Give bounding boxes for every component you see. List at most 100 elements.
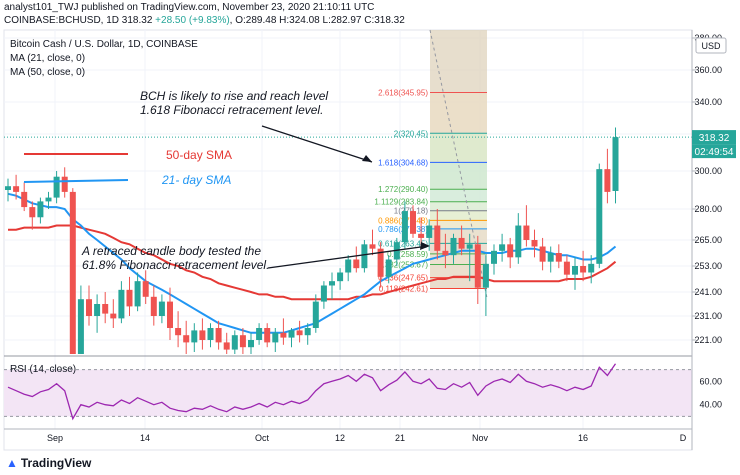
candle-body-35: [288, 330, 295, 338]
price-tick-label-1: 360.00: [694, 65, 722, 75]
tradingview-logo-icon: ▲: [6, 456, 18, 470]
candle-body-26: [215, 328, 222, 343]
fib-band-11: [430, 277, 487, 289]
rsi-polyline: [7, 363, 617, 421]
brand-name: TradingView: [20, 456, 92, 470]
candle-body-25: [207, 328, 214, 340]
rsi-band: [4, 369, 692, 417]
candle-body-8: [69, 191, 76, 354]
fib-band-top: [430, 30, 487, 93]
candle-body-70: [572, 266, 578, 275]
legend-ma50: MA (50, close, 0): [10, 67, 85, 78]
fib-label-9: 0.5(258.59): [387, 250, 428, 259]
candle-body-66: [539, 246, 546, 262]
ma50-line: [8, 224, 617, 301]
candle-body-34: [280, 332, 287, 338]
candle-body-74: [604, 169, 611, 192]
price-chart[interactable]: 2.618(345.95) 2(320.45) 1.618(304.68) 1.272…: [0, 0, 740, 452]
fib-label-8: 0.618(263.45): [378, 239, 428, 248]
fib-label-2: 1.618(304.68): [378, 158, 428, 167]
candle-body-43: [353, 259, 360, 269]
time-label-3: 12: [335, 433, 345, 443]
candle-body-39: [320, 285, 327, 302]
fib-band-6: [430, 220, 487, 229]
candle-body-59: [482, 263, 489, 288]
candle-body-20: [167, 301, 173, 328]
fib-label-1: 2(320.45): [394, 129, 429, 138]
time-axis[interactable]: Sep 14 Oct 12 21 Nov 16 D: [47, 433, 687, 443]
currency-badge[interactable]: [695, 37, 727, 54]
candle-body-24: [199, 330, 206, 340]
rsi-line: [7, 363, 617, 421]
annotation-bch-1: BCH is likely to rise and reach level: [140, 89, 328, 103]
candle-body-53: [434, 225, 441, 251]
candle-body-41: [337, 272, 344, 282]
time-label-2: Oct: [255, 433, 270, 443]
fib-band-5: [430, 210, 487, 221]
price-axis[interactable]: 380.00360.00340.00300.00280.00265.00253.…: [692, 33, 722, 345]
candle-body-55: [450, 237, 457, 256]
candle-body-14: [118, 289, 125, 319]
fib-band-0: [430, 92, 487, 134]
candle-body-73: [596, 169, 603, 264]
fib-band-2: [430, 162, 487, 190]
candle-body-32: [264, 328, 271, 343]
sma21-legend-line: [23, 179, 129, 183]
candle-body-58: [474, 244, 481, 288]
candle-body-18: [150, 296, 157, 316]
candle-body-61: [499, 244, 506, 251]
candle-body-37: [304, 328, 311, 336]
countdown-value: 02:49:54: [695, 147, 734, 158]
candle-body-63: [515, 225, 522, 258]
candle-body-46: [377, 248, 384, 277]
time-label-7: D: [680, 433, 687, 443]
annotation-arrow-retrace: [267, 245, 429, 269]
candle-body-11: [94, 304, 101, 316]
price-tick-label-5: 280.00: [694, 204, 722, 214]
candle-body-29: [239, 335, 246, 348]
candle-body-33: [272, 332, 279, 343]
candle-body-23: [191, 330, 198, 343]
countdown-badge: [692, 144, 736, 159]
symbol-change: +28.50 (+9.83%): [155, 15, 230, 26]
candle-body-67: [547, 253, 554, 262]
candle-body-28: [231, 335, 238, 350]
candle-body-3: [29, 207, 36, 218]
symbol-line: COINBASE:BCHUSD, 1D 318.32 +28.50 (+9.83…: [4, 15, 405, 26]
time-label-0: Sep: [47, 433, 63, 443]
price-tick-label-8: 241.00: [694, 287, 722, 297]
currency-label: USD: [701, 41, 721, 51]
candle-body-57: [466, 244, 473, 249]
candle-body-19: [158, 301, 165, 316]
candle-body-17: [142, 281, 149, 297]
legend-rsi: RSI (14, close): [10, 364, 76, 375]
candle-body-54: [442, 250, 449, 256]
legend-ma21: MA (21, close, 0): [10, 53, 85, 64]
price-tick-label-9: 231.00: [694, 311, 722, 321]
candle-body-72: [588, 263, 595, 273]
candle-body-45: [369, 244, 376, 249]
candle-body-6: [53, 176, 60, 198]
candle-body-10: [86, 299, 92, 316]
candle-body-4: [37, 201, 44, 218]
fib-label-0: 2.618(345.95): [378, 88, 428, 97]
arrowhead-bch: [362, 155, 372, 162]
symbol-ohlc: O:289.48 H:324.08 L:282.97 C:318.32: [235, 15, 405, 26]
tradingview-logo[interactable]: ▲ TradingView: [6, 456, 91, 470]
price-tick-label-6: 265.00: [694, 235, 722, 245]
arrowhead-retrace: [420, 242, 430, 250]
fib-label-11: 0.236(247.65): [378, 274, 428, 283]
candle-body-2: [21, 191, 28, 208]
rsi-tick-label-0: 60.00: [699, 376, 722, 386]
candle-body-7: [61, 176, 68, 192]
symbol-price: COINBASE:BCHUSD, 1D 318.32: [4, 15, 153, 26]
candle-body-71: [580, 266, 587, 273]
rsi-axis[interactable]: 60.00 40.00: [699, 376, 722, 409]
candle-body-60: [491, 250, 497, 264]
fib-band-8: [430, 243, 487, 254]
candle-body-15: [126, 289, 133, 307]
fib-band-3: [430, 189, 487, 202]
fib-label-4: 1.1129(283.84): [374, 198, 428, 207]
current-price-badge: [692, 130, 736, 145]
candles: [5, 127, 619, 354]
